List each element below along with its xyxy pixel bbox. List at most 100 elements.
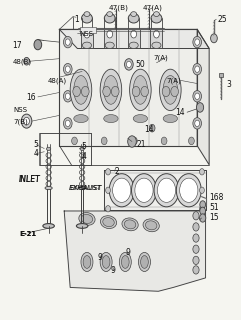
Text: 16: 16 xyxy=(26,93,35,102)
Circle shape xyxy=(157,178,176,202)
Text: 21: 21 xyxy=(136,140,146,149)
Circle shape xyxy=(132,86,140,97)
Circle shape xyxy=(24,57,29,65)
Circle shape xyxy=(34,40,42,50)
Ellipse shape xyxy=(107,12,113,16)
Circle shape xyxy=(195,120,200,126)
Circle shape xyxy=(171,86,179,97)
Text: 14: 14 xyxy=(176,108,185,117)
Circle shape xyxy=(113,178,131,202)
Circle shape xyxy=(193,212,199,220)
Circle shape xyxy=(193,266,199,274)
Circle shape xyxy=(161,137,167,145)
Polygon shape xyxy=(104,170,206,210)
Polygon shape xyxy=(59,29,197,146)
Ellipse shape xyxy=(70,69,92,111)
Ellipse shape xyxy=(152,42,161,49)
Bar xyxy=(80,28,96,33)
Circle shape xyxy=(65,39,70,45)
Polygon shape xyxy=(64,211,206,291)
Circle shape xyxy=(193,118,201,129)
Text: 15: 15 xyxy=(209,213,219,222)
Circle shape xyxy=(135,178,153,202)
Circle shape xyxy=(200,187,204,194)
Circle shape xyxy=(109,174,134,207)
Circle shape xyxy=(193,234,199,242)
Ellipse shape xyxy=(124,220,136,229)
Circle shape xyxy=(81,86,89,97)
Text: 7(A): 7(A) xyxy=(166,78,181,84)
Circle shape xyxy=(131,30,137,38)
Circle shape xyxy=(63,36,72,48)
Circle shape xyxy=(24,117,29,125)
Ellipse shape xyxy=(151,13,162,23)
Ellipse shape xyxy=(160,69,181,111)
Circle shape xyxy=(193,245,199,253)
Circle shape xyxy=(65,66,70,72)
Ellipse shape xyxy=(83,256,91,268)
Ellipse shape xyxy=(103,218,114,227)
Ellipse shape xyxy=(129,42,138,49)
Circle shape xyxy=(193,223,199,231)
Circle shape xyxy=(125,59,133,70)
Ellipse shape xyxy=(121,256,129,268)
Ellipse shape xyxy=(133,76,147,104)
Text: E-21: E-21 xyxy=(20,231,37,237)
Ellipse shape xyxy=(163,76,178,104)
Circle shape xyxy=(128,136,136,147)
Ellipse shape xyxy=(81,13,92,23)
Text: 48(A): 48(A) xyxy=(47,78,67,84)
Circle shape xyxy=(106,187,110,194)
Ellipse shape xyxy=(102,256,110,268)
Text: E-21: E-21 xyxy=(20,231,36,237)
Circle shape xyxy=(195,93,200,100)
Ellipse shape xyxy=(76,224,88,228)
Circle shape xyxy=(103,86,110,97)
Text: 2: 2 xyxy=(114,167,119,176)
Text: EXHAUST: EXHAUST xyxy=(69,185,102,191)
Circle shape xyxy=(188,137,194,145)
Ellipse shape xyxy=(100,216,117,228)
Circle shape xyxy=(211,34,217,43)
Ellipse shape xyxy=(119,252,131,271)
Circle shape xyxy=(200,169,204,175)
Ellipse shape xyxy=(80,147,84,150)
Circle shape xyxy=(101,137,107,145)
Circle shape xyxy=(111,86,119,97)
Ellipse shape xyxy=(145,221,157,230)
Polygon shape xyxy=(59,29,209,49)
Text: 4: 4 xyxy=(82,152,87,161)
Circle shape xyxy=(127,61,131,68)
Circle shape xyxy=(107,30,113,38)
Circle shape xyxy=(162,86,170,97)
Circle shape xyxy=(180,178,198,202)
Ellipse shape xyxy=(81,252,93,271)
Circle shape xyxy=(65,93,70,100)
Circle shape xyxy=(200,201,206,208)
Text: 168: 168 xyxy=(209,193,224,202)
Circle shape xyxy=(106,205,110,212)
Ellipse shape xyxy=(154,12,160,16)
Ellipse shape xyxy=(105,42,114,49)
Circle shape xyxy=(154,30,159,38)
Ellipse shape xyxy=(100,69,122,111)
Circle shape xyxy=(154,174,179,207)
Ellipse shape xyxy=(163,115,178,123)
Text: 7(A): 7(A) xyxy=(154,55,168,61)
Circle shape xyxy=(200,207,206,215)
Ellipse shape xyxy=(130,69,151,111)
Circle shape xyxy=(195,39,200,45)
Ellipse shape xyxy=(79,212,95,225)
Circle shape xyxy=(21,114,32,128)
Bar xyxy=(220,73,223,76)
Circle shape xyxy=(106,169,110,175)
Bar xyxy=(81,28,93,49)
Circle shape xyxy=(63,118,72,129)
Ellipse shape xyxy=(104,76,118,104)
Circle shape xyxy=(193,36,201,48)
Ellipse shape xyxy=(104,115,118,123)
Circle shape xyxy=(132,174,156,207)
Text: NSS: NSS xyxy=(14,107,28,113)
Ellipse shape xyxy=(47,147,51,150)
Text: 25: 25 xyxy=(218,15,227,24)
